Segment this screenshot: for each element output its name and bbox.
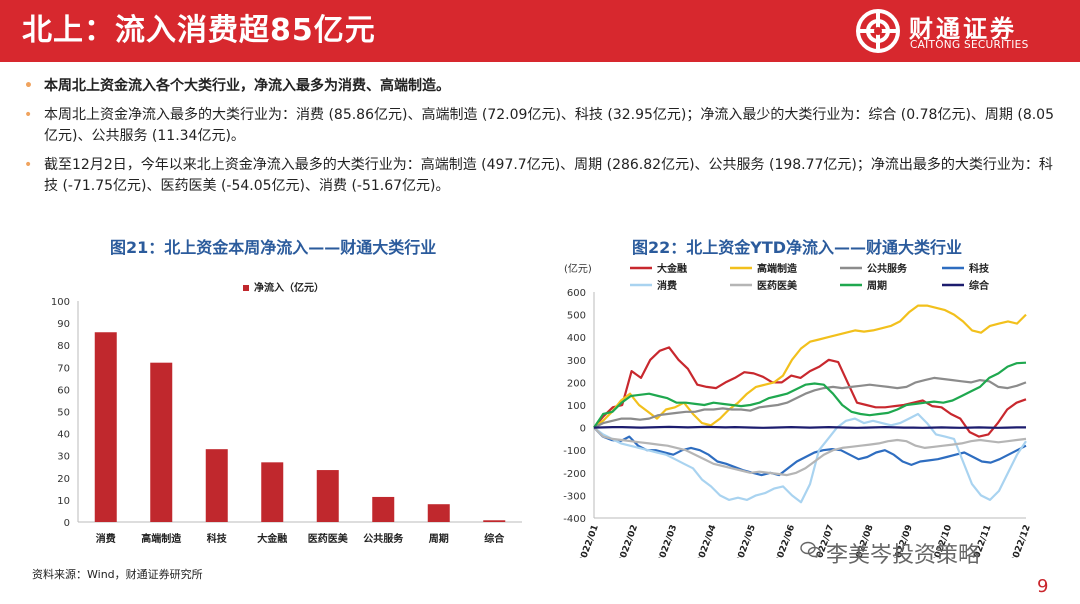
y-tick-label: 50: [57, 408, 70, 419]
x-tick-label: 高端制造: [141, 532, 182, 545]
bar: [427, 504, 450, 522]
bullet-text: 本周北上资金流入各个大类行业，净流入最多为消费、高端制造。: [44, 78, 450, 94]
y-unit-label: (亿元): [564, 262, 592, 275]
bar-chart: 0 10 20 30 40 50 60 70 80 90 100 消费 高端制造 科技 大金融 医药医美 公共服…: [51, 281, 522, 545]
bullet-dot-icon: •: [24, 157, 33, 173]
y-tick-label: 30: [57, 452, 70, 463]
page-title: 北上：流入消费超85亿元: [22, 13, 376, 48]
legend-label: 净流入（亿元）: [254, 281, 324, 294]
x-tick-label: 2022/02: [617, 524, 640, 558]
series-line: [593, 426, 1027, 477]
y-tick-label: 300: [567, 356, 586, 367]
caitong-logo-icon: [856, 9, 900, 53]
x-tick-label: 2022/01: [577, 524, 600, 558]
x-tick-label: 医药医美: [308, 532, 349, 545]
y-tick-label: 40: [57, 430, 70, 441]
legend-label: 综合: [969, 279, 990, 292]
y-tick-label: 100: [51, 297, 70, 308]
legend-label: 消费: [657, 279, 677, 292]
y-tick-label: 600: [567, 288, 586, 299]
y-tick-label: 100: [567, 401, 586, 412]
bar: [372, 496, 395, 522]
series-line: [593, 426, 1027, 477]
company-logo: 财通证券 CAITONG SECURITIES: [855, 8, 1055, 54]
wechat-icon: [800, 541, 822, 558]
bar: [150, 362, 173, 522]
figure-21-title: 图21：北上资金本周净流入——财通大类行业: [110, 238, 437, 257]
y-tick-label: 500: [567, 311, 586, 322]
y-tick-label: -100: [563, 446, 586, 457]
y-tick-label: 90: [57, 319, 70, 330]
header-bar: 北上：流入消费超85亿元 财通证券 CAITONG SECURITIES: [0, 0, 1080, 62]
x-tick-label: 2022/05: [735, 524, 758, 558]
page-number: 9: [1037, 576, 1049, 597]
bullet-dot-icon: •: [24, 107, 33, 123]
y-tick-label: -200: [563, 469, 586, 480]
series-line: [593, 304, 1027, 429]
x-tick-label: 2022/04: [695, 524, 718, 558]
bullet-dot-icon: •: [24, 78, 33, 94]
bar: [94, 332, 117, 522]
watermark-text: 李美岑投资策略: [826, 543, 981, 568]
bar: [261, 462, 284, 522]
bullet-item: • 截至12月2日，今年以来北上资金净流入最多的大类行业为：高端制造 (497.7…: [22, 155, 1062, 197]
legend-label: 周期: [867, 279, 887, 292]
x-tick-label: 周期: [429, 532, 449, 545]
y-tick-label: 400: [567, 333, 586, 344]
bullet-text: 本周北上资金净流入最多的大类行业为：消费 (85.86亿元)、高端制造 (72.…: [44, 107, 1054, 144]
y-tick-label: -400: [563, 514, 586, 525]
series-line: [593, 361, 1027, 429]
y-tick-label: 0: [64, 518, 70, 529]
bullet-item: • 本周北上资金流入各个大类行业，净流入最多为消费、高端制造。: [22, 76, 1062, 97]
line-chart: -400 -300 -200 -100 0 100 200 300 400 500 600 (亿元) 2…: [563, 262, 1033, 558]
bullet-item: • 本周北上资金净流入最多的大类行业为：消费 (85.86亿元)、高端制造 (72…: [22, 105, 1062, 147]
x-tick-label: 大金融: [257, 532, 287, 545]
y-tick-label: 20: [57, 474, 70, 485]
x-tick-label: 综合: [484, 532, 505, 545]
series-line: [593, 376, 1027, 429]
series-line: [593, 412, 1027, 504]
legend-label: 高端制造: [757, 262, 798, 275]
x-tick-label: 2022/06: [774, 524, 797, 558]
bar: [205, 449, 228, 522]
bullet-text: 截至12月2日，今年以来北上资金净流入最多的大类行业为：高端制造 (497.7亿…: [44, 157, 1053, 194]
source-note: 资料来源：Wind，财通证券研究所: [32, 568, 203, 581]
y-tick-label: 10: [57, 496, 70, 507]
y-tick-label: 60: [57, 385, 70, 396]
x-tick-label: 2022/12: [1009, 524, 1032, 558]
x-tick-label: 科技: [207, 532, 228, 545]
x-tick-label: 消费: [96, 532, 116, 545]
summary-bullets: • 本周北上资金流入各个大类行业，净流入最多为消费、高端制造。 • 本周北上资金净流…: [22, 76, 1062, 205]
logo-chinese-name: 财通证券: [909, 15, 1017, 43]
logo-english-name: CAITONG SECURITIES: [910, 39, 1029, 51]
x-tick-label: 公共服务: [363, 532, 404, 545]
legend-label: 科技: [969, 262, 990, 275]
y-tick-label: -300: [563, 491, 586, 502]
bar: [483, 520, 506, 522]
x-tick-label: 2022/03: [656, 524, 679, 558]
legend-swatch: [243, 285, 249, 291]
y-tick-label: 70: [57, 363, 70, 374]
y-tick-label: 80: [57, 341, 70, 352]
legend-label: 公共服务: [867, 262, 908, 275]
series-line: [593, 346, 1027, 438]
y-tick-label: 200: [567, 378, 586, 389]
legend-label: 大金融: [657, 262, 687, 275]
figure-22-title: 图22：北上资金YTD净流入——财通大类行业: [632, 238, 963, 257]
y-tick-label: 0: [580, 424, 586, 435]
legend-label: 医药医美: [757, 279, 798, 292]
series-line: [593, 425, 1026, 429]
bar: [316, 470, 339, 522]
